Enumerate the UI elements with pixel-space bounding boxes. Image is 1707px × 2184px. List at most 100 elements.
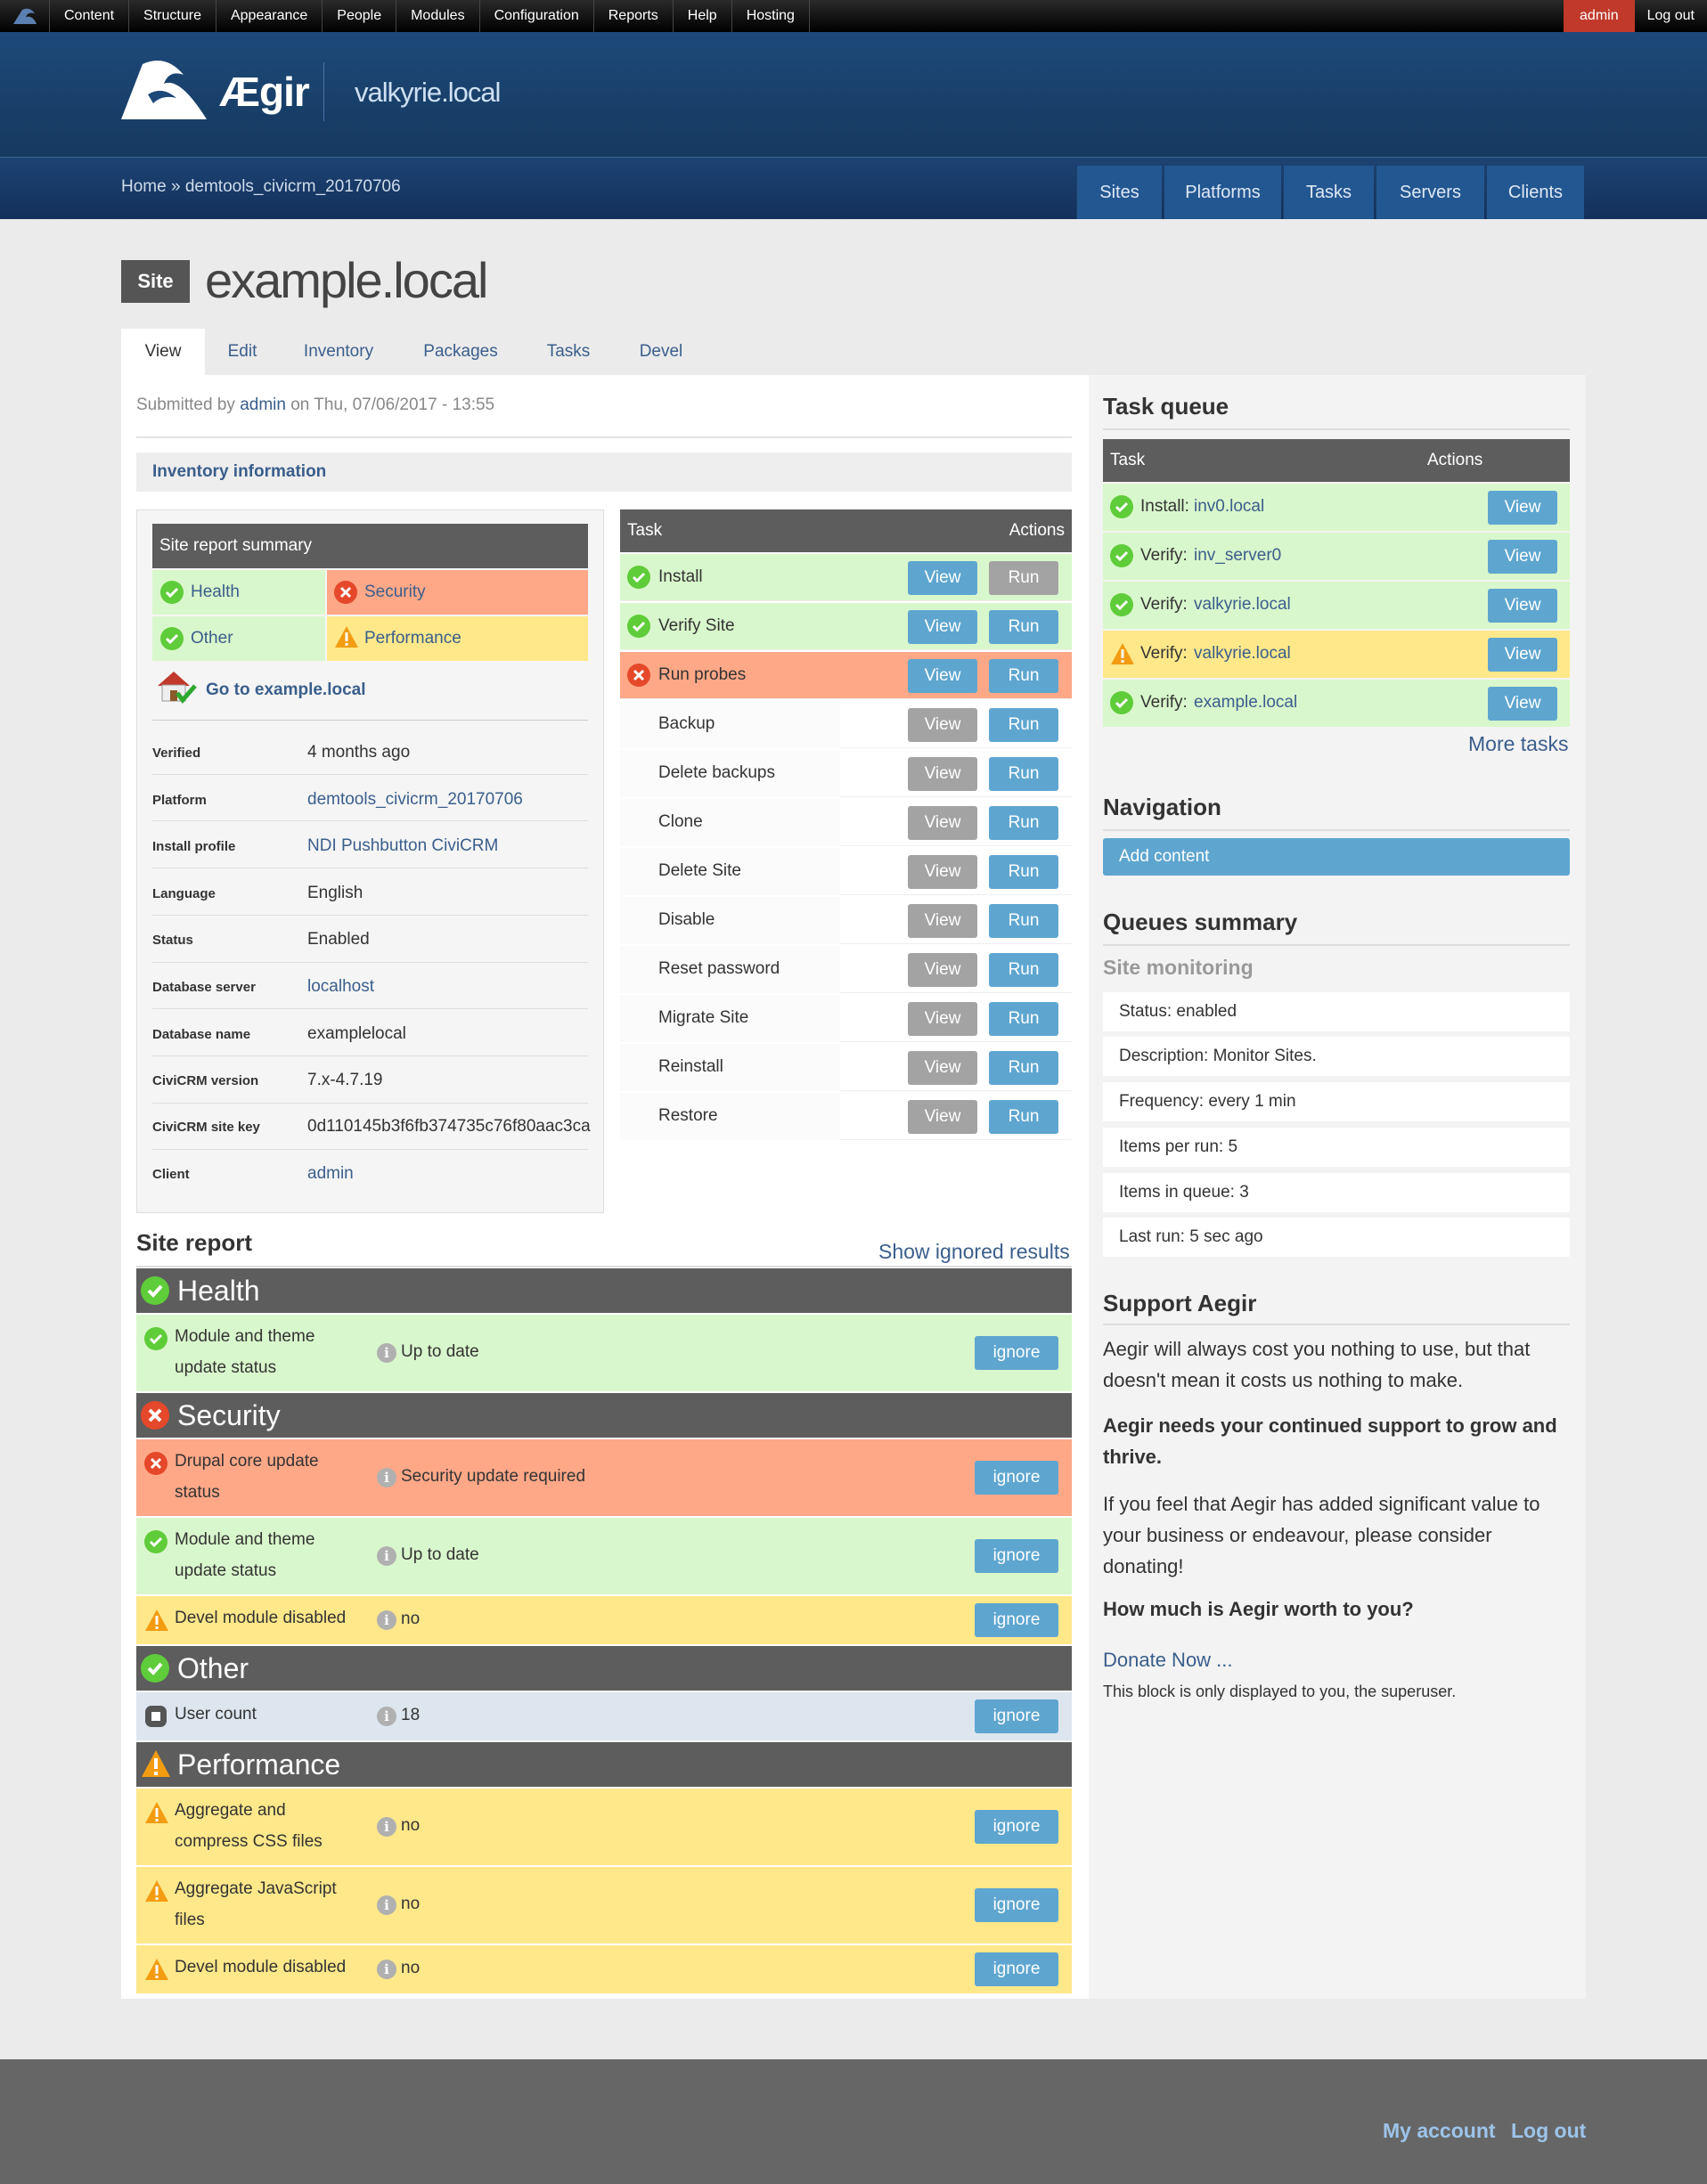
admin-menu-configuration[interactable]: Configuration (480, 0, 594, 32)
tab-inventory[interactable]: Inventory (303, 342, 374, 361)
task-run-button[interactable]: Run (989, 855, 1058, 889)
info-value: English (307, 884, 363, 902)
task-view-button[interactable]: View (908, 806, 977, 840)
tab-devel[interactable]: Devel (639, 342, 683, 361)
ignore-button[interactable]: ignore (975, 1539, 1058, 1573)
queue-task-target-link[interactable]: example.local (1194, 693, 1298, 712)
task-name: Clone (658, 812, 703, 831)
check-circle-icon (1110, 544, 1133, 567)
tab-edit[interactable]: Edit (227, 342, 257, 361)
admin-menu-modules[interactable]: Modules (396, 0, 480, 32)
tasks-table-header: Task Actions (620, 509, 1072, 552)
admin-menu-hosting[interactable]: Hosting (732, 0, 810, 32)
task-view-button[interactable]: View (908, 561, 977, 595)
warning-icon (141, 1749, 171, 1783)
queue-task-target-link[interactable]: inv_server0 (1194, 546, 1282, 565)
task-view-button[interactable]: View (908, 659, 977, 693)
footer: My account Log out (0, 2059, 1707, 2184)
task-view-button[interactable]: View (908, 757, 977, 791)
queue-task-target-link[interactable]: valkyrie.local (1194, 644, 1291, 663)
queue-task-target-link[interactable]: inv0.local (1194, 497, 1265, 516)
task-view-button[interactable]: View (908, 708, 977, 742)
nav-sites[interactable]: Sites (1076, 166, 1162, 219)
summary-security[interactable] (327, 570, 588, 615)
install-profile-link[interactable]: NDI Pushbutton CiviCRM (307, 836, 499, 855)
donate-link[interactable]: Donate Now ... (1103, 1649, 1233, 1671)
home-icon[interactable] (0, 0, 50, 32)
task-run-button[interactable]: Run (989, 1100, 1058, 1134)
breadcrumb: Home » demtools_civicrm_20170706 (121, 177, 401, 197)
admin-menu-appearance[interactable]: Appearance (216, 0, 323, 32)
tab-packages[interactable]: Packages (423, 342, 498, 361)
breadcrumb-home[interactable]: Home (121, 177, 167, 196)
add-content-button[interactable]: Add content (1103, 838, 1570, 876)
nav-servers[interactable]: Servers (1376, 166, 1484, 219)
info-label: CiviCRM site key (152, 1120, 260, 1135)
task-view-button[interactable]: View (908, 904, 977, 938)
client-link[interactable]: admin (307, 1164, 354, 1183)
admin-menu-structure[interactable]: Structure (129, 0, 216, 32)
task-run-button[interactable]: Run (989, 1051, 1058, 1085)
task-view-button[interactable]: View (908, 610, 977, 644)
admin-user-link[interactable]: admin (1564, 0, 1635, 32)
task-run-button[interactable]: Run (989, 904, 1058, 938)
task-view-button[interactable]: View (908, 855, 977, 889)
report-check-value: no (401, 1816, 421, 1835)
navigation-title: Navigation (1103, 794, 1221, 820)
queue-view-button[interactable]: View (1488, 638, 1557, 672)
admin-menu-people[interactable]: People (323, 0, 397, 32)
queue-view-button[interactable]: View (1488, 589, 1557, 623)
task-view-button[interactable]: View (908, 1002, 977, 1036)
nav-tasks[interactable]: Tasks (1283, 166, 1374, 219)
database-server-link[interactable]: localhost (307, 977, 374, 996)
summary-health-label[interactable]: Health (191, 583, 240, 601)
task-run-button[interactable]: Run (989, 708, 1058, 742)
nav-clients[interactable]: Clients (1486, 166, 1584, 219)
queue-task-target-link[interactable]: valkyrie.local (1194, 595, 1291, 614)
site-name[interactable]: valkyrie.local (355, 77, 501, 108)
summary-performance[interactable] (327, 616, 588, 661)
summary-security-label[interactable]: Security (364, 583, 426, 601)
task-view-button[interactable]: View (908, 953, 977, 987)
admin-menu-reports[interactable]: Reports (594, 0, 674, 32)
admin-menu-help[interactable]: Help (674, 0, 732, 32)
task-run-button[interactable]: Run (989, 953, 1058, 987)
show-ignored-link[interactable]: Show ignored results (878, 1240, 1070, 1263)
ignore-button[interactable]: ignore (975, 1603, 1058, 1637)
admin-logout-link[interactable]: Log out (1646, 8, 1695, 23)
goto-site-link[interactable]: Go to example.local (206, 680, 366, 699)
task-run-button[interactable]: Run (989, 659, 1058, 693)
ignore-button[interactable]: ignore (975, 1336, 1058, 1370)
task-run-button[interactable]: Run (989, 757, 1058, 791)
footer-my-account[interactable]: My account (1383, 2119, 1496, 2142)
platform-link[interactable]: demtools_civicrm_20170706 (307, 790, 523, 809)
submitted-user-link[interactable]: admin (240, 395, 286, 414)
tab-view[interactable]: View (121, 329, 205, 375)
task-queue-title: Task queue (1103, 393, 1229, 420)
queue-view-button[interactable]: View (1488, 687, 1557, 721)
task-run-button[interactable]: Run (989, 1002, 1058, 1036)
ignore-button[interactable]: ignore (975, 1952, 1058, 1986)
queue-view-button[interactable]: View (1488, 491, 1557, 525)
aegir-logo-icon[interactable] (121, 59, 207, 121)
summary-performance-label[interactable]: Performance (364, 629, 461, 648)
summary-other-label[interactable]: Other (191, 629, 233, 648)
ignore-button[interactable]: ignore (975, 1810, 1058, 1844)
task-run-button[interactable]: Run (989, 561, 1058, 595)
admin-menu-content[interactable]: Content (50, 0, 130, 32)
info-label: Language (152, 886, 216, 901)
footer-logout[interactable]: Log out (1511, 2119, 1587, 2142)
ignore-button[interactable]: ignore (975, 1699, 1058, 1733)
breadcrumb-current[interactable]: demtools_civicrm_20170706 (184, 177, 401, 196)
ignore-button[interactable]: ignore (975, 1461, 1058, 1495)
nav-platforms[interactable]: Platforms (1164, 166, 1281, 219)
task-view-button[interactable]: View (908, 1100, 977, 1134)
error-circle-icon (627, 664, 650, 687)
ignore-button[interactable]: ignore (975, 1888, 1058, 1922)
task-run-button[interactable]: Run (989, 806, 1058, 840)
tab-tasks[interactable]: Tasks (546, 342, 591, 361)
task-run-button[interactable]: Run (989, 610, 1058, 644)
queue-view-button[interactable]: View (1488, 540, 1557, 574)
more-tasks-link[interactable]: More tasks (1468, 732, 1569, 755)
task-view-button[interactable]: View (908, 1051, 977, 1085)
